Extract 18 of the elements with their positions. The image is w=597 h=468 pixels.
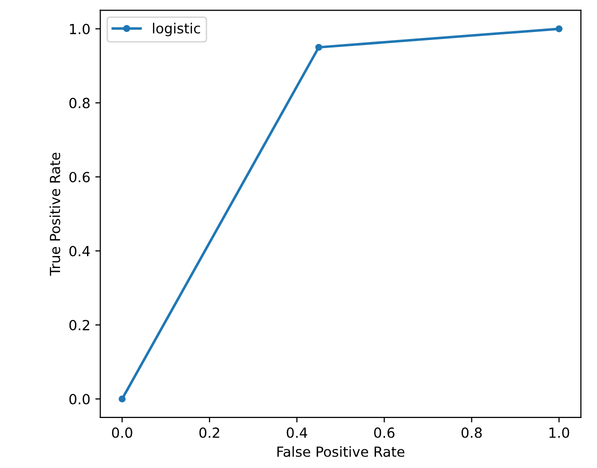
y-tick-label: 0.8 — [69, 98, 90, 108]
point — [315, 44, 322, 51]
y-tick-label: 0.4 — [69, 246, 90, 256]
y-tick-label: 1.0 — [70, 24, 90, 34]
x-tick-label: 0.4 — [286, 427, 308, 438]
legend-label: logistic — [152, 22, 200, 36]
x-tick-label: 0.8 — [462, 427, 482, 438]
x-tick-label: 0.2 — [199, 427, 220, 438]
y-tick-label: 0.2 — [69, 320, 90, 330]
x-axis-title: False Positive Rate — [277, 446, 404, 457]
x-tick-label: 0.6 — [374, 427, 394, 438]
point — [556, 25, 563, 32]
y-tick-label: 0.6 — [69, 172, 90, 182]
x-tick-label: 0.0 — [112, 427, 132, 438]
x-tick-label: 1.0 — [550, 427, 570, 438]
y-axis-title: True Positive Rate — [49, 152, 60, 276]
y-tick-label: 0.0 — [69, 394, 90, 404]
point — [118, 395, 126, 402]
